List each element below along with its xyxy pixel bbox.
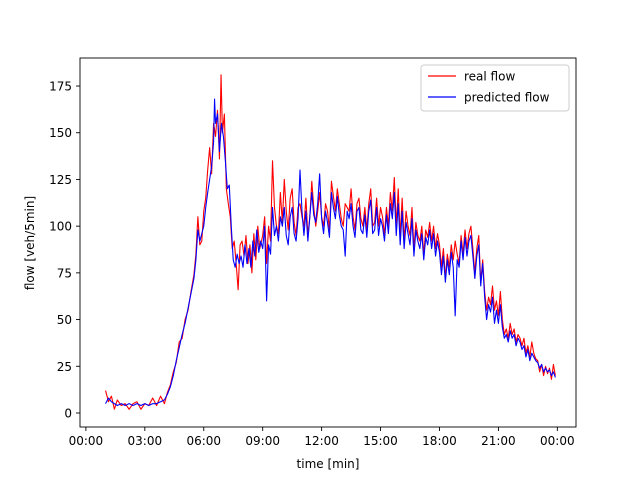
- legend-label: predicted flow: [464, 91, 550, 105]
- y-axis-label: flow [veh/5min]: [23, 196, 37, 290]
- x-tick-label: 00:00: [69, 434, 104, 448]
- axes-layer: 00:00 03:00 06:00 09:00 12:00 15:00 18:00 21:00…: [49, 57, 577, 448]
- y-tick-label: 0: [64, 406, 72, 420]
- x-tick-label: 15:00: [363, 434, 398, 448]
- y-tick-label: 125: [49, 173, 72, 187]
- series-line-real-flow: [105, 74, 556, 410]
- legend: real flow predicted flow: [420, 64, 570, 112]
- x-tick-label: 12:00: [304, 434, 339, 448]
- x-axis-label: time [min]: [297, 457, 360, 471]
- legend-label: real flow: [464, 70, 515, 84]
- plot-frame: [79, 57, 577, 428]
- x-tick-label: 18:00: [422, 434, 457, 448]
- x-tick-label: 06:00: [186, 434, 221, 448]
- series-line-predicted-flow: [105, 98, 556, 407]
- legend-box: [420, 64, 570, 112]
- x-tick-label: 03:00: [128, 434, 163, 448]
- y-tick-label: 175: [49, 80, 72, 94]
- x-tick-label: 09:00: [245, 434, 280, 448]
- y-tick-label: 150: [49, 126, 72, 140]
- x-tick-label: 21:00: [481, 434, 516, 448]
- series-layer: [105, 74, 556, 410]
- y-tick-label: 100: [49, 220, 72, 234]
- y-tick-label: 75: [57, 266, 72, 280]
- x-tick-label: 00:00: [540, 434, 575, 448]
- y-tick-label: 25: [57, 360, 72, 374]
- y-tick-label: 50: [57, 313, 72, 327]
